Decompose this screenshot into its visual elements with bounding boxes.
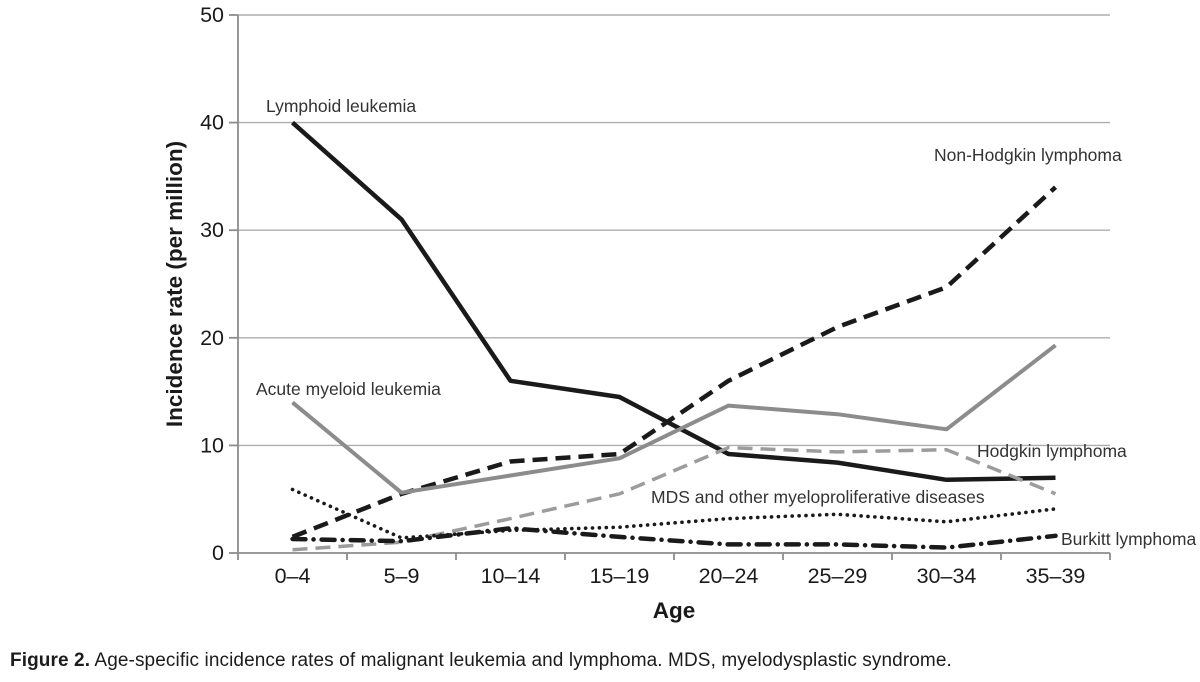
series-label-burkitt-lymphoma: Burkitt lymphoma bbox=[1061, 529, 1196, 549]
x-axis-title: Age bbox=[653, 598, 696, 623]
y-tick-label: 10 bbox=[200, 433, 224, 457]
series-label-hodgkin-lymphoma: Hodgkin lymphoma bbox=[977, 441, 1127, 461]
x-tick-label: 35–39 bbox=[1026, 564, 1086, 588]
y-tick-label: 50 bbox=[200, 3, 224, 27]
series-line-burkitt-lymphoma bbox=[290, 526, 1058, 550]
series-line-non-hodgkin-lymphoma bbox=[291, 185, 1058, 539]
y-tick-label: 20 bbox=[200, 326, 224, 350]
x-tick-label: 5–9 bbox=[384, 564, 420, 588]
y-tick-label: 0 bbox=[212, 541, 224, 565]
series-label-non-hodgkin-lymphoma: Non-Hodgkin lymphoma bbox=[934, 145, 1122, 165]
x-tick-label: 30–34 bbox=[917, 564, 977, 588]
series-line-lymphoid-leukemia bbox=[291, 120, 1056, 483]
y-tick-label: 30 bbox=[200, 218, 224, 242]
x-tick-label: 25–29 bbox=[808, 564, 868, 588]
figure-caption-number: Figure 2. bbox=[10, 650, 91, 671]
x-tick-label: 0–4 bbox=[275, 564, 311, 588]
series-line-mds-and-other-myeloproliferative-diseases bbox=[290, 487, 1058, 540]
x-tick-label: 10–14 bbox=[481, 564, 541, 588]
series-label-lymphoid-leukemia: Lymphoid leukemia bbox=[266, 96, 416, 116]
series-label-acute-myeloid-leukemia: Acute myeloid leukemia bbox=[256, 379, 441, 399]
series-line-acute-myeloid-leukemia bbox=[291, 343, 1057, 495]
figure-caption: Figure 2. Age-specific incidence rates o… bbox=[10, 650, 952, 672]
y-tick-label: 40 bbox=[200, 111, 224, 135]
x-tick-label: 15–19 bbox=[590, 564, 650, 588]
y-axis-title: Incidence rate (per million) bbox=[162, 141, 187, 427]
x-tick-label: 20–24 bbox=[699, 564, 759, 588]
incidence-line-chart: 0 10 20 30 40 50 0–4 5–9 10–14 15–19 20–24 25–29 30–… bbox=[162, 3, 1196, 623]
series-label-mds-and-other-myeloproliferative-diseases: MDS and other myeloproliferative disease… bbox=[651, 487, 985, 507]
figure-caption-text: Age-specific incidence rates of malignan… bbox=[90, 650, 952, 671]
